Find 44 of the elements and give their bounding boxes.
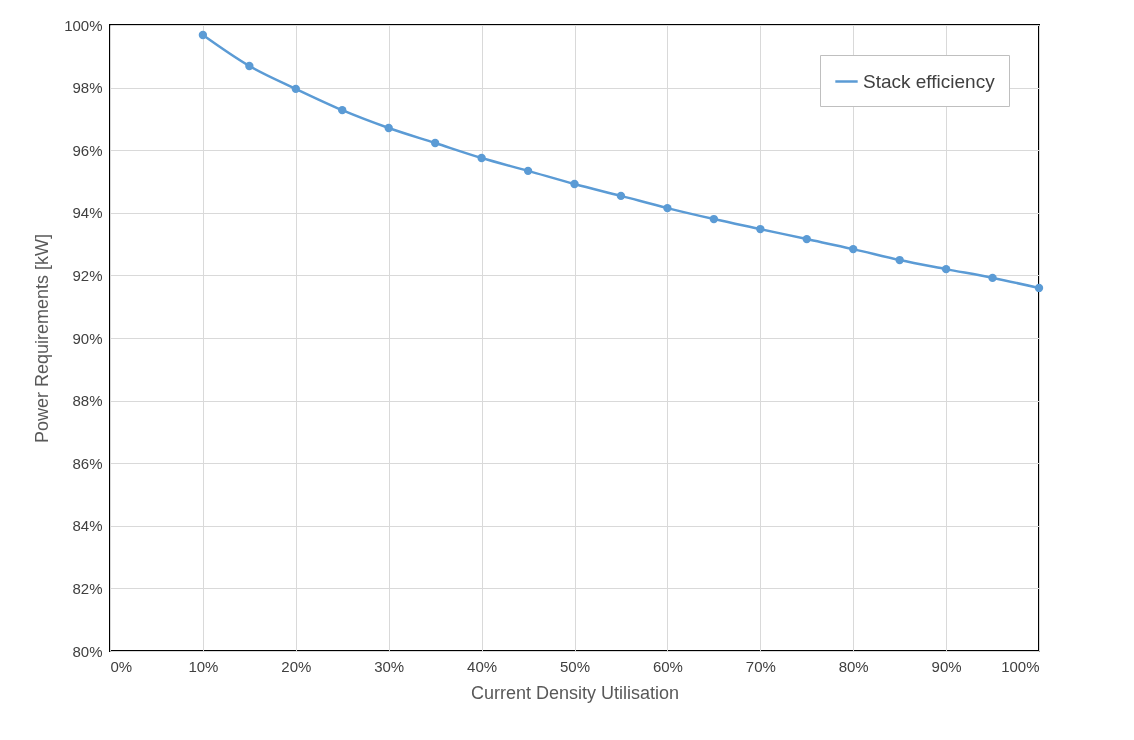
x-tick-label: 100% xyxy=(1001,657,1040,675)
point xyxy=(1034,283,1044,293)
point xyxy=(384,123,393,133)
point xyxy=(291,84,300,94)
y-tick-label: 100% xyxy=(64,16,103,34)
point xyxy=(802,234,811,244)
point xyxy=(988,273,997,283)
y-tick-label: 92% xyxy=(72,266,103,284)
y-tick-label: 88% xyxy=(72,392,103,410)
x-tick-label: 20% xyxy=(281,657,312,675)
legend-label: Stack efficiency xyxy=(863,70,996,92)
x-tick-label: 0% xyxy=(110,657,133,675)
point xyxy=(198,30,208,40)
y-tick-label: 80% xyxy=(72,642,103,660)
point xyxy=(477,153,486,163)
point xyxy=(338,105,347,115)
point xyxy=(245,61,254,71)
point xyxy=(616,191,626,201)
point xyxy=(756,224,765,234)
point xyxy=(523,166,533,176)
x-tick-label: 60% xyxy=(652,657,683,675)
y-tick-label: 96% xyxy=(72,141,103,159)
y-tick-label: 82% xyxy=(72,579,103,597)
y-axis-title: Power Requirements [kW] xyxy=(32,233,53,444)
x-tick-label: 70% xyxy=(745,657,776,675)
point xyxy=(895,255,904,265)
x-tick-label: 40% xyxy=(467,657,498,675)
x-tick-label: 30% xyxy=(374,657,405,675)
y-tick-label: 94% xyxy=(72,204,103,222)
point xyxy=(849,244,858,254)
point xyxy=(941,264,951,274)
x-tick-label: 90% xyxy=(931,657,962,675)
y-tick-label: 86% xyxy=(72,454,103,472)
y-tick-label: 84% xyxy=(72,517,103,535)
x-axis-title: Current Density Utilisation xyxy=(470,682,680,703)
y-tick-label: 90% xyxy=(72,329,103,347)
point xyxy=(709,214,719,224)
x-tick-label: 50% xyxy=(559,657,591,675)
point xyxy=(430,138,440,148)
y-tick-label: 98% xyxy=(72,79,103,97)
point xyxy=(570,179,579,189)
x-tick-label: 80% xyxy=(838,657,869,675)
point xyxy=(663,203,672,213)
x-tick-label: 10% xyxy=(188,657,219,675)
